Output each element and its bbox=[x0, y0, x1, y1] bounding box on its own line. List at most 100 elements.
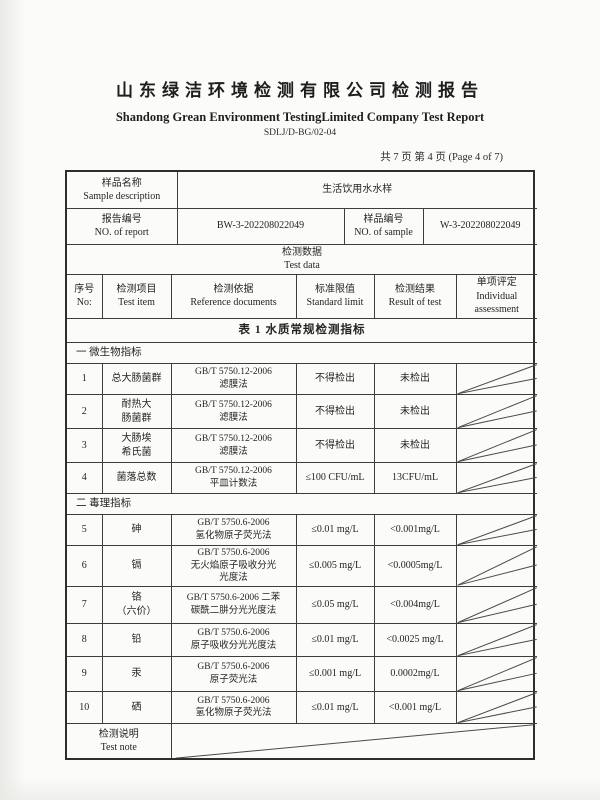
cell-item: 大肠埃 希氏菌 bbox=[101, 428, 171, 463]
table-title-row: 表 1 水质常规检测指标 bbox=[67, 318, 537, 343]
cell-limit: ≤0.01 mg/L bbox=[295, 691, 374, 724]
cell-no: 7 bbox=[67, 586, 102, 624]
results-table: 序号 No: 检测项目 Test item 检测依据 Reference doc… bbox=[67, 274, 537, 759]
cell-item: 铅 bbox=[101, 623, 171, 657]
report-no-label: 报告编号 NO. of report bbox=[67, 208, 177, 245]
cell-assessment-slash bbox=[455, 691, 537, 724]
sample-no-label: 样品编号 NO. of sample bbox=[343, 208, 423, 245]
cell-item: 镉 bbox=[101, 545, 171, 587]
cell-method: GB/T 5750.6-2006 二苯 碳酰二肼分光光度法 bbox=[170, 586, 296, 624]
cell-item: 耐热大 肠菌群 bbox=[101, 394, 171, 429]
cell-no: 4 bbox=[67, 462, 102, 494]
col-header-assessment: 单项评定 Individual assessment bbox=[455, 274, 537, 319]
cell-assessment-slash bbox=[455, 623, 537, 657]
cell-assessment-slash bbox=[455, 428, 537, 463]
col-header-item: 检测项目 Test item bbox=[101, 274, 171, 319]
cell-item: 汞 bbox=[101, 656, 171, 692]
cell-assessment-slash bbox=[455, 462, 537, 494]
sample-name-label: 样品名称 Sample description bbox=[67, 172, 177, 209]
cell-assessment-slash bbox=[455, 514, 537, 546]
sample-no-value: W-3-202208022049 bbox=[422, 208, 538, 245]
page-subtitle: Shandong Grean Environment TestingLimite… bbox=[115, 110, 485, 124]
cell-method: GB/T 5750.12-2006 平皿计数法 bbox=[170, 462, 296, 494]
cell-assessment-slash bbox=[455, 656, 537, 692]
cell-result: 13CFU/mL bbox=[373, 462, 456, 494]
section-label-microbiology: 一 微生物指标 bbox=[67, 342, 537, 364]
cell-assessment-slash bbox=[455, 586, 537, 624]
cell-limit: 不得检出 bbox=[295, 394, 374, 429]
cell-item: 铬 （六价） bbox=[101, 586, 171, 624]
cell-assessment-slash bbox=[455, 394, 537, 429]
cell-method: GB/T 5750.6-2006 氢化物原子荧光法 bbox=[170, 691, 296, 724]
test-note-label: 检测说明 Test note bbox=[98, 728, 139, 753]
cell-method: GB/T 5750.6-2006 原子荧光法 bbox=[170, 656, 296, 692]
table-row: 7 铬 （六价） GB/T 5750.6-2006 二苯 碳酰二肼分光光度法 ≤… bbox=[67, 586, 537, 624]
table-row: 4 菌落总数 GB/T 5750.12-2006 平皿计数法 ≤100 CFU/… bbox=[67, 462, 537, 494]
cell-result: <0.001 mg/L bbox=[373, 691, 456, 724]
cell-method: GB/T 5750.6-2006 原子吸收分光光度法 bbox=[170, 623, 296, 657]
cell-no: 10 bbox=[67, 691, 102, 724]
table-row: 6 镉 GB/T 5750.6-2006 无火焰原子吸收分光 光度法 ≤0.00… bbox=[67, 545, 537, 587]
report-table: 样品名称 Sample description 生活饮用水水样 报告编号 NO.… bbox=[65, 170, 538, 761]
col-header-no: 序号 No: bbox=[67, 274, 102, 319]
table-row: 10 硒 GB/T 5750.6-2006 氢化物原子荧光法 ≤0.01 mg/… bbox=[67, 691, 537, 724]
cell-assessment-slash bbox=[455, 363, 537, 395]
cell-result: <0.0005mg/L bbox=[373, 545, 456, 587]
cell-result: 未检出 bbox=[373, 428, 456, 463]
cell-limit: 不得检出 bbox=[295, 428, 374, 463]
cell-result: <0.0025 mg/L bbox=[373, 623, 456, 657]
cell-method: GB/T 5750.12-2006 滤膜法 bbox=[170, 428, 296, 463]
cell-limit: 不得检出 bbox=[295, 363, 374, 395]
cell-no: 6 bbox=[67, 545, 102, 587]
page-number-text: 共 7 页 第 4 页 (Page 4 of 7) bbox=[380, 152, 503, 163]
page-number: 共 7 页 第 4 页 (Page 4 of 7) bbox=[65, 149, 535, 164]
section-label-toxicology: 二 毒理指标 bbox=[67, 493, 537, 515]
cell-limit: ≤0.005 mg/L bbox=[295, 545, 374, 587]
cell-limit: ≤0.01 mg/L bbox=[295, 514, 374, 546]
cell-result: <0.004mg/L bbox=[373, 586, 456, 624]
table-row: 3 大肠埃 希氏菌 GB/T 5750.12-2006 滤膜法 不得检出 未检出 bbox=[67, 428, 537, 463]
cell-limit: ≤0.001 mg/L bbox=[295, 656, 374, 692]
table-title: 表 1 水质常规检测指标 bbox=[67, 318, 537, 343]
test-data-heading: 检测数据 Test data bbox=[67, 244, 538, 275]
sample-info-table: 样品名称 Sample description 生活饮用水水样 报告编号 NO.… bbox=[67, 172, 538, 275]
table-row: 5 砷 GB/T 5750.6-2006 氢化物原子荧光法 ≤0.01 mg/L… bbox=[67, 514, 537, 546]
cell-assessment-slash bbox=[455, 545, 537, 587]
cell-method: GB/T 5750.12-2006 滤膜法 bbox=[170, 363, 296, 395]
cell-no: 1 bbox=[67, 363, 102, 395]
cell-result: 0.0002mg/L bbox=[373, 656, 456, 692]
cell-limit: ≤0.05 mg/L bbox=[295, 586, 374, 624]
cell-no: 8 bbox=[67, 623, 102, 657]
cell-no: 5 bbox=[67, 514, 102, 546]
table-row: 8 铅 GB/T 5750.6-2006 原子吸收分光光度法 ≤0.01 mg/… bbox=[67, 623, 537, 657]
section-row-toxicology: 二 毒理指标 bbox=[67, 493, 537, 515]
cell-result: 未检出 bbox=[373, 394, 456, 429]
document-code: SDLJ/D-BG/02-04 bbox=[263, 128, 337, 138]
page-title: 山东绿洁环境检测有限公司检测报告 bbox=[116, 81, 484, 100]
section-row-microbiology: 一 微生物指标 bbox=[67, 342, 537, 364]
col-header-limit: 标准限值 Standard limit bbox=[295, 274, 374, 319]
cell-item: 总大肠菌群 bbox=[101, 363, 171, 395]
col-header-result: 检测结果 Result of test bbox=[373, 274, 456, 319]
cell-item: 砷 bbox=[101, 514, 171, 546]
cell-item: 硒 bbox=[101, 691, 171, 724]
cell-limit: ≤0.01 mg/L bbox=[295, 623, 374, 657]
test-note-row: 检测说明 Test note bbox=[67, 723, 537, 759]
report-no-value: BW-3-202208022049 bbox=[176, 208, 344, 245]
cell-method: GB/T 5750.12-2006 滤膜法 bbox=[170, 394, 296, 429]
table-row: 9 汞 GB/T 5750.6-2006 原子荧光法 ≤0.001 mg/L 0… bbox=[67, 656, 537, 692]
cell-method: GB/T 5750.6-2006 无火焰原子吸收分光 光度法 bbox=[170, 545, 296, 587]
cell-no: 3 bbox=[67, 428, 102, 463]
cell-result: 未检出 bbox=[373, 363, 456, 395]
table-row: 2 耐热大 肠菌群 GB/T 5750.12-2006 滤膜法 不得检出 未检出 bbox=[67, 394, 537, 429]
cell-method: GB/T 5750.6-2006 氢化物原子荧光法 bbox=[170, 514, 296, 546]
col-header-method: 检测依据 Reference documents bbox=[170, 274, 296, 319]
table-row: 1 总大肠菌群 GB/T 5750.12-2006 滤膜法 不得检出 未检出 bbox=[67, 363, 537, 395]
sample-name-value: 生活饮用水水样 bbox=[176, 172, 538, 209]
cell-no: 2 bbox=[67, 394, 102, 429]
test-note-slash-cell bbox=[170, 723, 537, 759]
cell-item: 菌落总数 bbox=[101, 462, 171, 494]
cell-result: <0.001mg/L bbox=[373, 514, 456, 546]
cell-limit: ≤100 CFU/mL bbox=[295, 462, 374, 494]
